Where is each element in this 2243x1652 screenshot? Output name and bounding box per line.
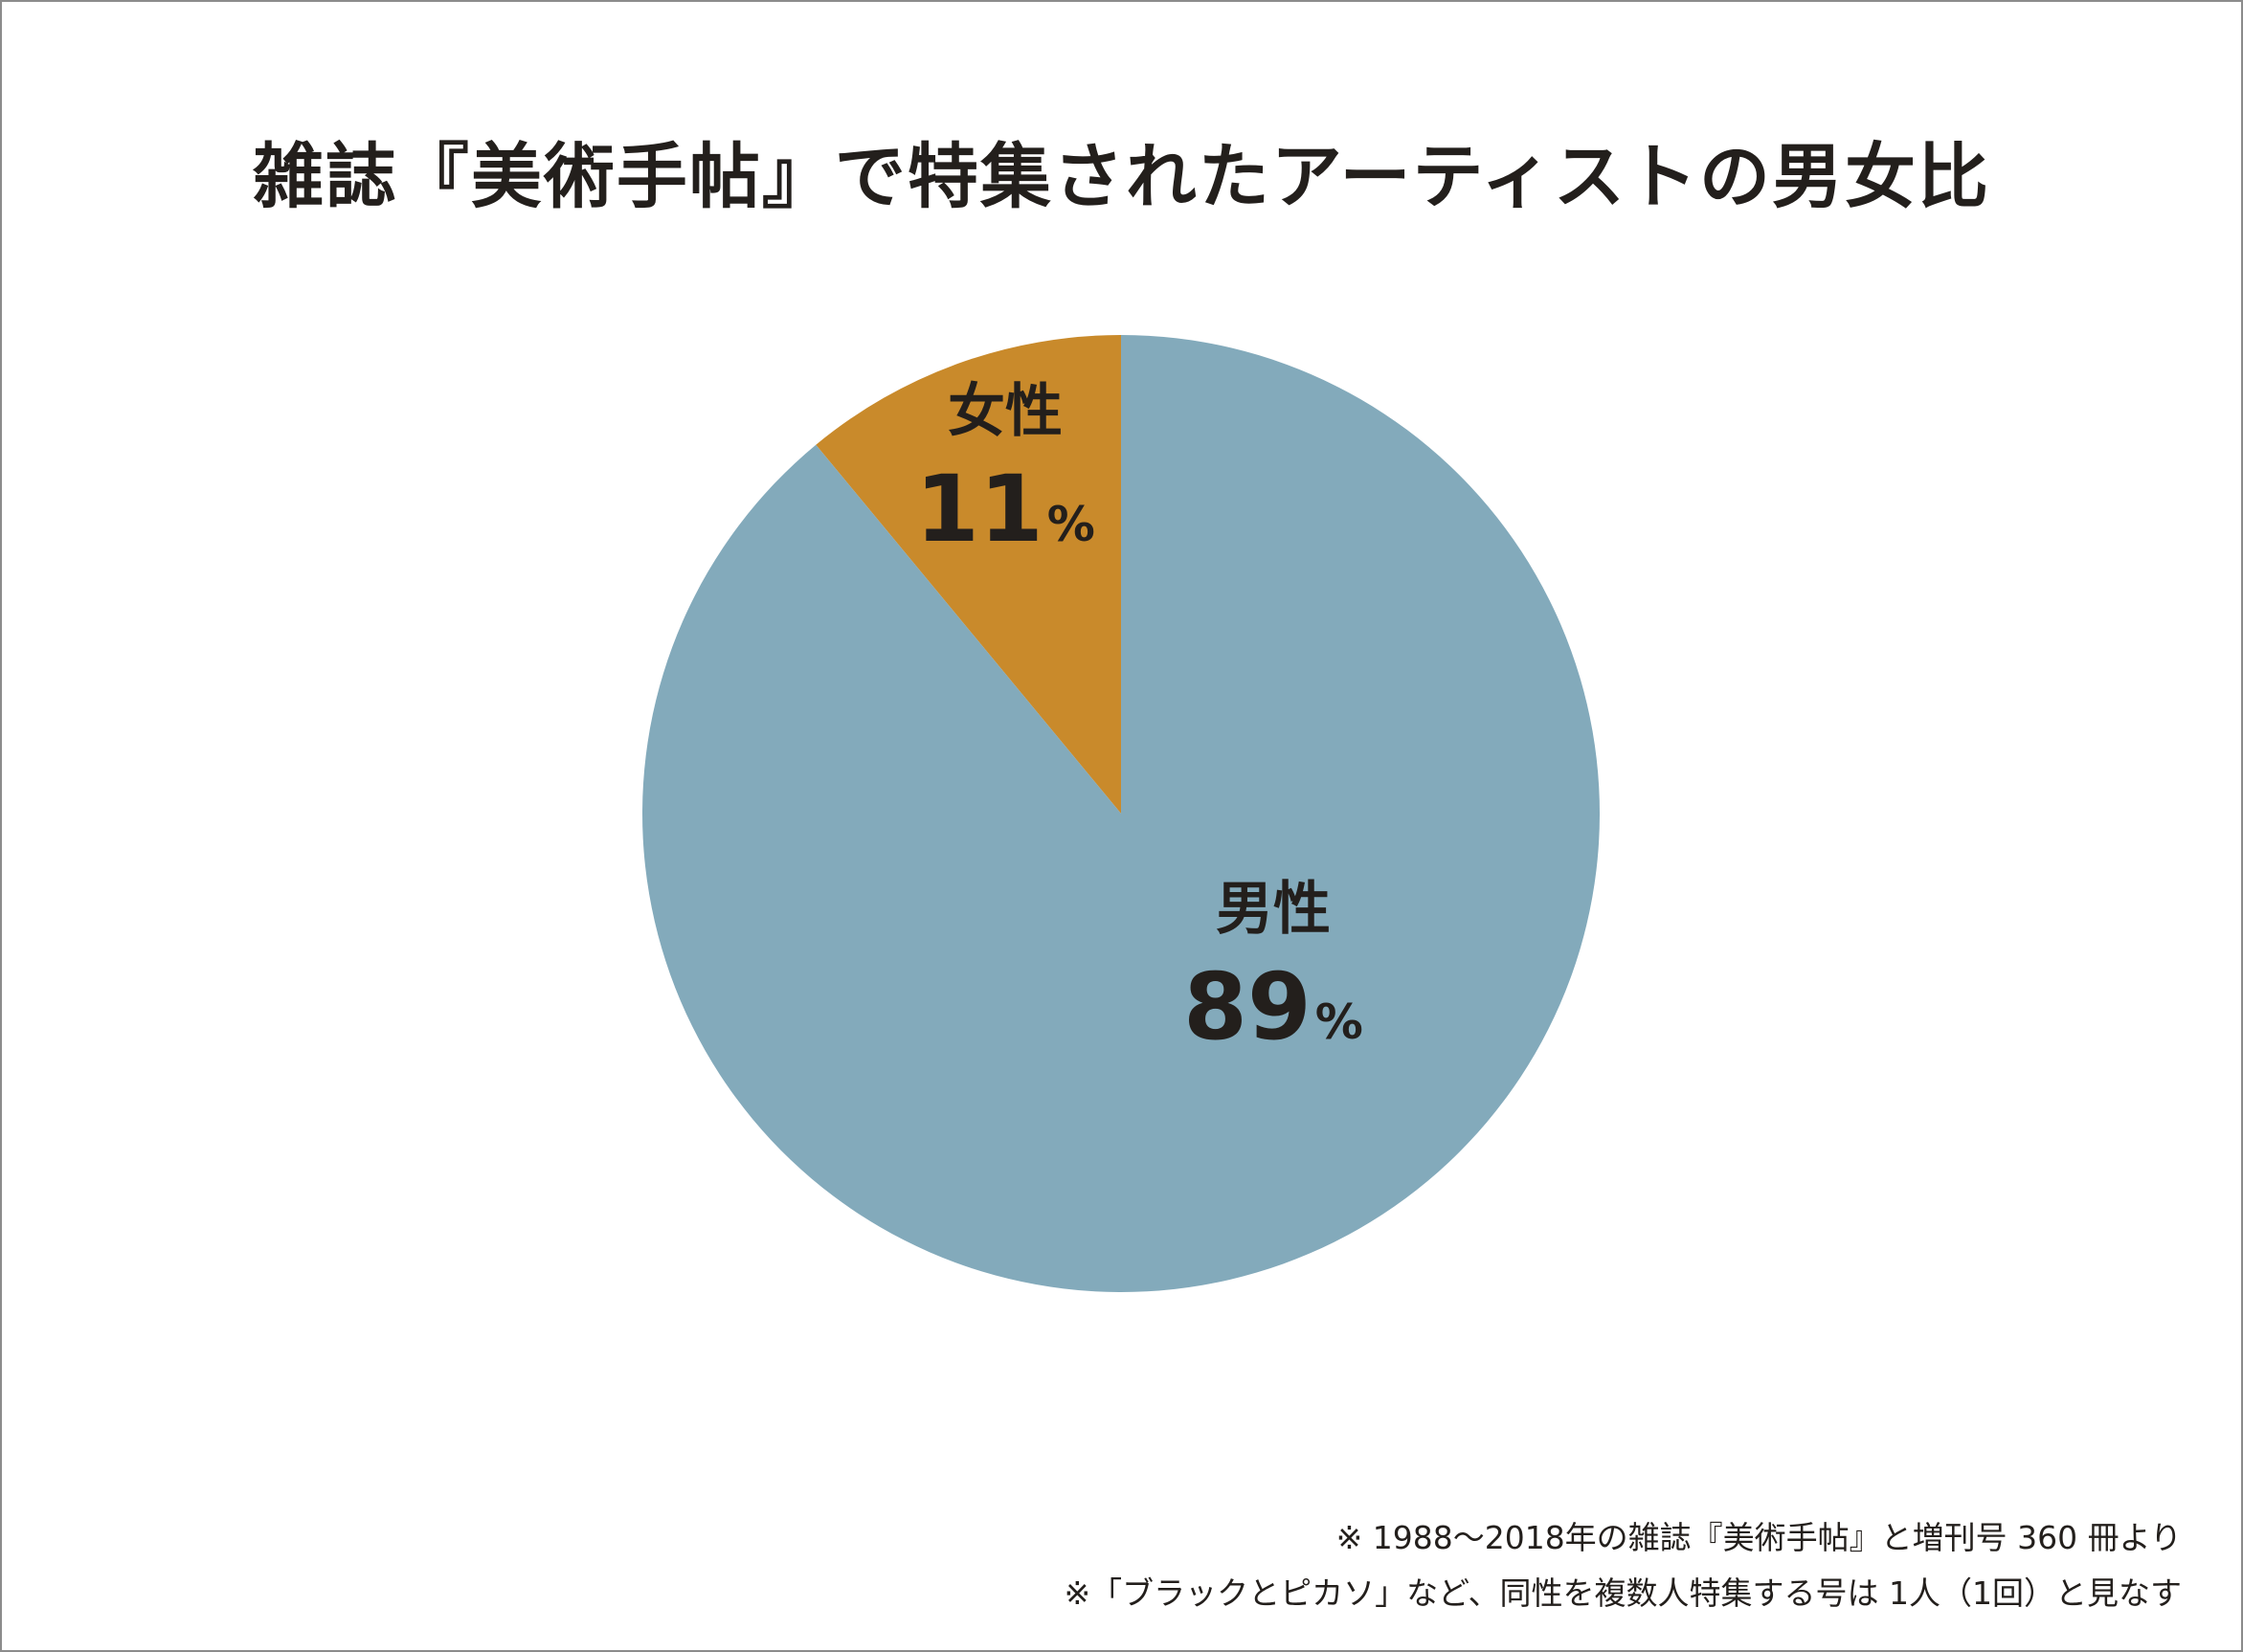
footnotes: ※ 1988～2018年の雑誌『美術手帖』と増刊号 360 冊より ※「ブラック… [1065,1510,2182,1621]
slice-label-name-1: 男性 [1216,876,1331,943]
slice-label-value-0: 11% [915,456,1095,563]
chart-title: 雑誌『美術手帖』で特集されたアーティストの男女比 [252,136,1991,218]
footnote-source: ※ 1988～2018年の雑誌『美術手帖』と増刊号 360 冊より [1335,1519,2182,1556]
footnote-counting-rule: ※「ブラックとピカソ」など、同性を複数人特集する号は 1人（1回）と見なす [1064,1574,2182,1612]
pie-slice-1 [642,335,1601,1292]
slice-label-value-1: 89% [1183,953,1363,1060]
slice-label-name-0: 女性 [948,378,1063,445]
pie-slice-0 [816,335,1121,814]
